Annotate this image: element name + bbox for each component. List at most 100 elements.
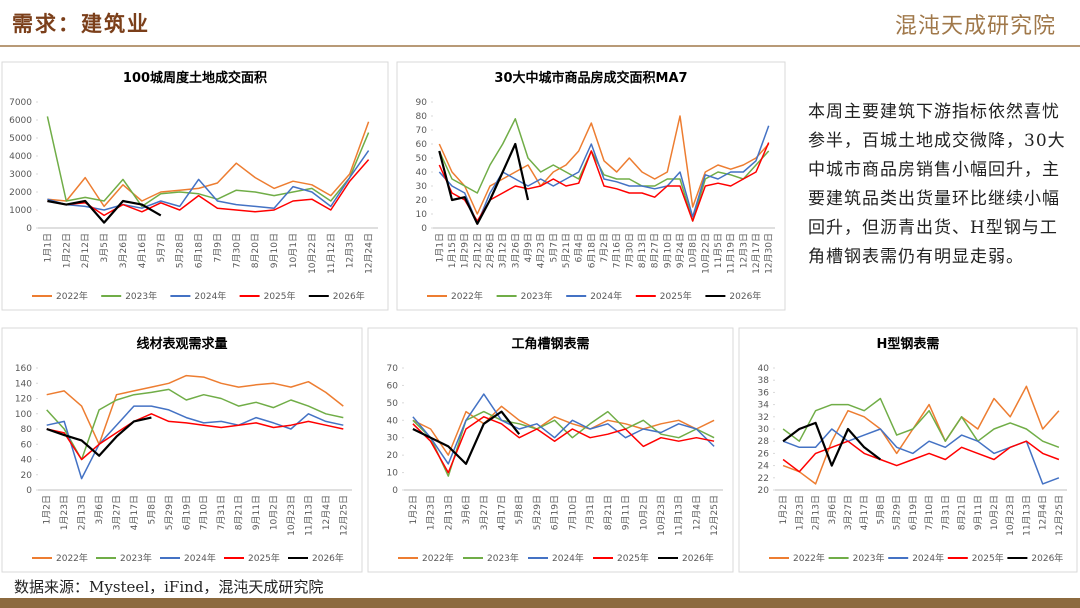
series-line	[782, 440, 1060, 473]
x-tick-label: 11月13日	[674, 495, 685, 536]
x-tick-label: 10月2日	[989, 495, 1000, 530]
x-tick-label: 1月2日	[42, 495, 53, 524]
x-tick-label: 3月26日	[510, 233, 521, 268]
legend-label: 2022年	[451, 290, 483, 302]
x-tick-label: 2月13日	[77, 495, 88, 530]
series-line	[46, 405, 344, 480]
x-tick-label: 12月4日	[1038, 495, 1049, 530]
y-tick-label: 20	[758, 486, 770, 496]
legend-label: 2023年	[521, 290, 553, 302]
x-tick-label: 3月27日	[843, 495, 854, 530]
series-line	[412, 416, 715, 474]
x-tick-label: 12月25日	[1054, 495, 1065, 536]
y-tick-label: 20	[416, 196, 428, 206]
series-line	[46, 374, 344, 446]
logo: 混沌天成研究院	[894, 14, 1056, 39]
x-tick-label: 6月18日	[194, 233, 205, 268]
x-tick-label: 5月28日	[175, 233, 186, 268]
x-tick-label: 8月21日	[234, 495, 245, 530]
x-tick-label: 9月11日	[621, 495, 632, 530]
x-tick-label: 5月29日	[164, 495, 175, 530]
legend-label: 2022年	[422, 552, 454, 564]
y-tick-label: 26	[758, 449, 770, 459]
x-tick-label: 2月13日	[811, 495, 822, 530]
x-tick-label: 1月2日	[778, 495, 789, 524]
series-line	[47, 199, 162, 224]
x-tick-label: 5月8日	[514, 495, 525, 524]
x-tick-label: 1月15日	[447, 233, 458, 268]
x-tick-label: 10月1日	[288, 233, 299, 268]
x-tick-label: 9月11日	[973, 495, 984, 530]
x-tick-label: 4月9日	[523, 233, 534, 262]
x-tick-label: 1月1日	[434, 233, 445, 262]
x-tick-label: 11月13日	[303, 495, 314, 536]
x-tick-label: 6月19日	[550, 495, 561, 530]
chart-title: 工角槽钢表需	[511, 336, 589, 352]
y-tick-label: 80	[416, 112, 428, 122]
series-line	[438, 115, 770, 215]
x-tick-label: 3月6日	[461, 495, 472, 524]
y-tick-label: 24	[758, 462, 770, 472]
y-tick-label: 40	[21, 456, 33, 466]
x-tick-label: 12月25日	[709, 495, 720, 536]
x-tick-label: 7月31日	[216, 495, 227, 530]
x-tick-label: 7月30日	[231, 233, 242, 268]
x-tick-label: 12月25日	[338, 495, 349, 536]
series-line	[46, 388, 344, 461]
x-tick-label: 9月10日	[662, 233, 673, 268]
y-tick-label: 70	[387, 364, 399, 374]
y-tick-label: 32	[758, 413, 769, 423]
legend-label: 2022年	[56, 552, 88, 564]
x-tick-label: 7月9日	[212, 233, 223, 262]
x-tick-label: 10月23日	[656, 495, 667, 536]
x-tick-label: 1月22日	[61, 233, 72, 268]
series-line	[412, 393, 715, 465]
x-tick-label: 11月12日	[326, 233, 337, 274]
series-line	[46, 416, 152, 457]
source-note: 数据来源：Mysteel，iFind，混沌天成研究院	[14, 578, 324, 596]
x-tick-label: 10月23日	[1005, 495, 1016, 536]
y-tick-label: 0	[392, 486, 398, 496]
x-tick-label: 3月5日	[99, 233, 110, 262]
x-tick-label: 5月8日	[146, 495, 157, 524]
y-tick-label: 4000	[9, 152, 32, 162]
x-tick-label: 5月29日	[532, 495, 543, 530]
chart-frame	[1, 327, 363, 573]
x-tick-label: 1月23日	[59, 495, 70, 530]
series-line	[47, 121, 370, 208]
x-tick-label: 10月23日	[286, 495, 297, 536]
x-tick-label: 6月18日	[586, 233, 597, 268]
x-tick-label: 1月23日	[794, 495, 805, 530]
y-tick-label: 5000	[9, 134, 32, 144]
x-tick-label: 11月13日	[1021, 495, 1032, 536]
legend-label: 2026年	[1031, 552, 1063, 564]
y-tick-label: 60	[21, 440, 33, 450]
x-tick-label: 5月29日	[892, 495, 903, 530]
x-tick-label: 7月16日	[612, 233, 623, 268]
legend-label: 2024年	[552, 552, 584, 564]
legend-label: 2024年	[184, 552, 216, 564]
legend-label: 2023年	[487, 552, 519, 564]
y-tick-label: 70	[416, 126, 428, 136]
x-tick-label: 2月13日	[443, 495, 454, 530]
y-tick-label: 6000	[9, 116, 32, 126]
chart-title: 30大中城市商品房成交面积MA7	[494, 70, 687, 86]
x-tick-label: 4月17日	[859, 495, 870, 530]
x-tick-label: 9月24日	[675, 233, 686, 268]
legend-label: 2024年	[590, 290, 622, 302]
y-tick-label: 50	[387, 399, 399, 409]
x-tick-label: 5月7日	[548, 233, 559, 262]
chart-title: H型钢表需	[877, 336, 940, 352]
y-tick-label: 0	[26, 486, 32, 496]
y-tick-label: 0	[421, 224, 427, 234]
y-tick-label: 30	[387, 434, 399, 444]
y-tick-label: 0	[26, 224, 32, 234]
series-line	[46, 413, 344, 461]
x-tick-label: 12月4日	[321, 495, 332, 530]
x-tick-label: 9月11日	[251, 495, 262, 530]
x-tick-label: 4月17日	[496, 495, 507, 530]
x-tick-label: 2月12日	[472, 233, 483, 268]
y-tick-label: 34	[758, 401, 770, 411]
